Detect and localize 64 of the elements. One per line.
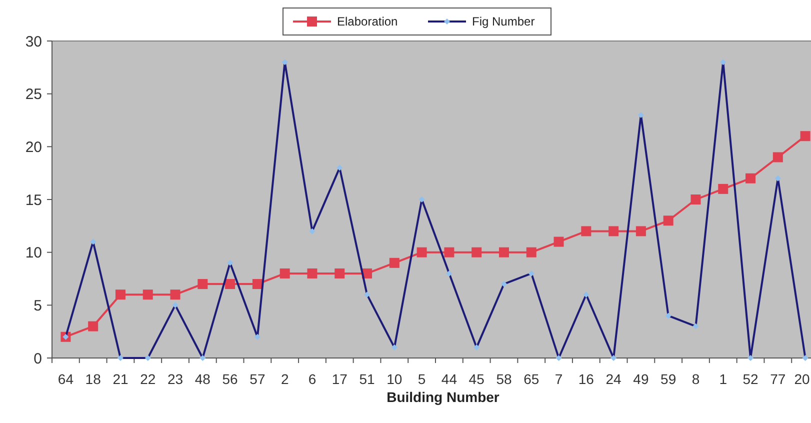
x-tick-label: 44 [441,371,458,387]
x-tick-label: 10 [386,371,402,387]
y-tick-label: 10 [25,244,42,262]
point [663,216,674,226]
point [225,279,236,290]
y-tick-label: 5 [34,297,42,314]
point [718,184,728,194]
point [772,152,783,162]
x-tick-label: 45 [468,371,485,387]
point [581,226,592,236]
x-tick-label: 1 [719,371,728,387]
x-tick-label: 16 [578,371,594,387]
x-tick-label: 21 [112,371,128,387]
point [608,226,619,236]
x-tick-label: 6 [308,371,316,387]
point [252,279,262,290]
x-tick-label: 17 [332,371,348,387]
point [88,321,98,332]
point [307,268,318,278]
x-tick-label: 24 [606,371,622,387]
x-tick-label: 2 [280,371,289,387]
y-tick-label: 15 [25,192,42,209]
point [526,247,536,258]
x-tick-label: 51 [359,371,376,387]
point [416,247,427,258]
point [472,247,482,258]
x-tick-label: 18 [85,371,102,387]
x-tick-label: 5 [418,371,426,387]
point [746,173,756,184]
point [554,236,564,247]
x-tick-label: 52 [742,371,759,387]
x-tick-label: 23 [167,371,184,387]
x-tick-label: 59 [660,371,676,387]
x-tick-label: 77 [770,371,786,387]
x-tick-label: 22 [140,371,156,387]
point [142,290,153,300]
legend-label: Elaboration [337,14,398,29]
legend-label: Fig Number [472,14,535,29]
x-tick-label: 65 [524,371,540,387]
x-tick-label: 56 [222,371,238,387]
point [334,268,345,278]
point [800,131,810,142]
point [690,194,701,204]
x-axis-title: Building Number [386,389,500,405]
point [280,268,290,278]
point [498,247,509,258]
y-tick-label: 25 [25,86,42,104]
x-tick-label: 58 [496,371,512,387]
point [198,279,208,290]
point [115,290,126,300]
y-tick-label: 30 [25,33,42,50]
y-tick-label: 20 [25,138,42,156]
x-tick-label: 49 [633,371,649,387]
y-tick-label: 0 [34,350,42,368]
x-tick-label: 57 [250,371,266,387]
point [444,247,454,258]
x-tick-label: 7 [554,371,563,387]
point [389,258,400,268]
x-tick-label: 8 [692,371,700,387]
x-tick-label: 64 [58,371,74,387]
point [636,226,646,236]
x-tick-label: 48 [194,371,211,387]
point [170,290,180,300]
x-tick-label: 20 [794,371,810,387]
